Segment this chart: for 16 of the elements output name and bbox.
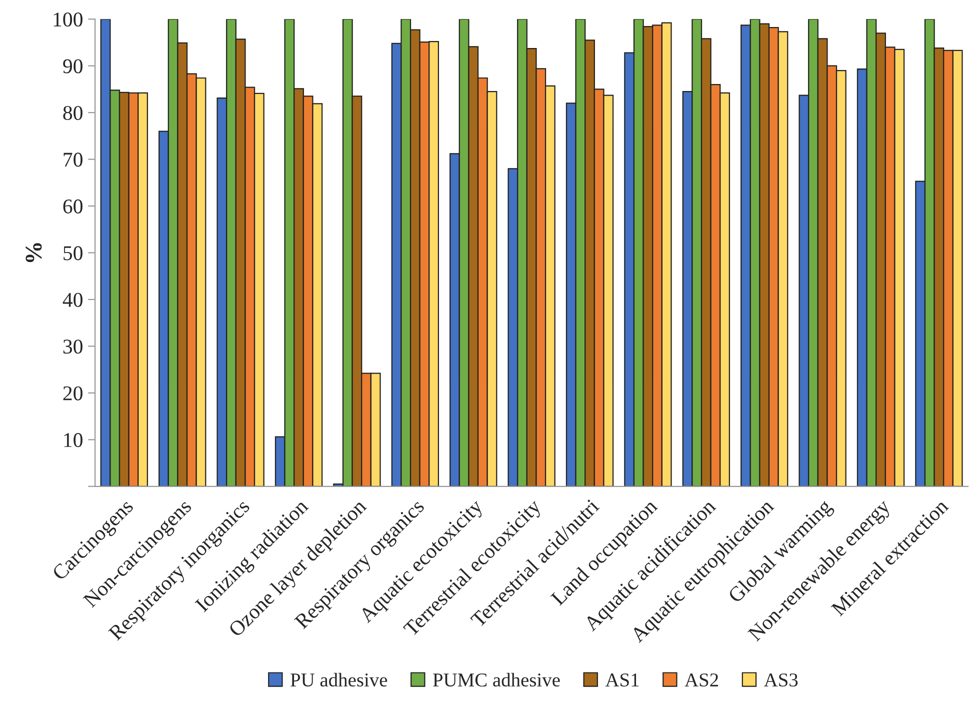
y-tick-label: 50 (64, 246, 82, 260)
legend-label: AS1 (605, 673, 639, 687)
y-tick-label: 10 (64, 433, 82, 448)
legend-label: PU adhesive (290, 672, 388, 687)
legend-label: AS2 (684, 673, 718, 687)
y-tick-label: 80 (63, 106, 82, 120)
y-axis-title: % (26, 243, 42, 262)
y-tick-label: 40 (62, 292, 82, 307)
y-tick-label: 90 (63, 59, 82, 74)
legend-label: AS3 (764, 673, 798, 687)
y-tick-label: 20 (63, 386, 82, 400)
y-tick-label: 70 (64, 152, 82, 167)
legend-label: PUMC adhesive (433, 672, 560, 687)
y-tick-label: 30 (63, 340, 82, 354)
y-tick-label: 100 (54, 12, 82, 27)
y-tick-label: 60 (63, 199, 82, 214)
